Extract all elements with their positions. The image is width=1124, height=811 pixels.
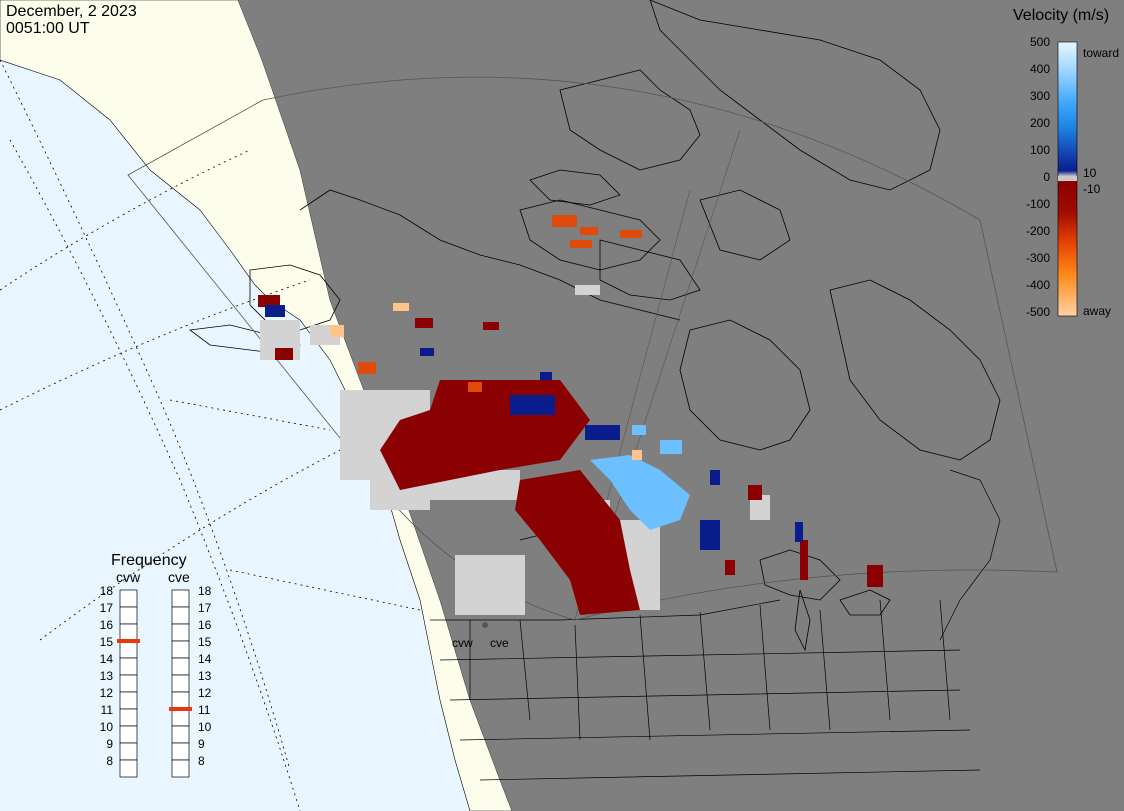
frequency-level-label: 17: [198, 601, 212, 615]
frequency-cell: [171, 708, 190, 727]
colorbar-tick-label: -200: [1026, 224, 1050, 238]
frequency-selected-marker: [117, 639, 140, 643]
frequency-level-label: 11: [101, 703, 114, 717]
colorbar-away-label: away: [1083, 304, 1111, 318]
frequency-level-label: 8: [106, 754, 113, 768]
coastlines: [188, 0, 1001, 652]
frequency-level-label: 16: [100, 618, 114, 632]
frequency-cell: [119, 759, 138, 778]
frequency-level-label: 15: [198, 635, 212, 649]
frequency-level-label: 8: [198, 754, 205, 768]
colorbar-tick-label: -400: [1026, 278, 1050, 292]
colorbar-tick-label: -100: [1026, 197, 1050, 211]
colorbar-title: Velocity (m/s): [1013, 7, 1109, 24]
frequency-cell: [119, 623, 138, 642]
frequency-cell: [119, 589, 138, 608]
frequency-cell: [171, 742, 190, 761]
colorbar-cut-band: [1058, 176, 1077, 181]
frequency-cell: [171, 691, 190, 710]
frequency-cell: [171, 589, 190, 608]
radar-site-marker: [482, 622, 488, 628]
frequency-cell: [171, 640, 190, 659]
colorbar-tick-label: 300: [1030, 89, 1050, 103]
frequency-cell: [171, 759, 190, 778]
date-label: December, 2 2023: [6, 3, 137, 20]
frequency-level-label: 15: [100, 635, 114, 649]
frequency-level-label: 9: [106, 737, 113, 751]
frequency-cell: [119, 742, 138, 761]
colorbar-ticks: 500 400 300 200 100 0 -100 -200 -300 -400 -500: [1026, 35, 1050, 319]
frequency-radar-cve: cve: [168, 569, 190, 585]
colorbar-toward-label: toward: [1083, 46, 1119, 60]
colorbar-tick-label: -300: [1026, 251, 1050, 265]
frequency-cell: [171, 725, 190, 744]
colorbar-tick-label: 200: [1030, 116, 1050, 130]
frequency-cell: [119, 640, 138, 659]
frequency-cell: [119, 708, 138, 727]
frequency-level-label: 13: [100, 669, 114, 683]
frequency-radar-cvw: cvw: [116, 569, 141, 585]
frequency-panel: Frequency cvw cve 1817161514131211109818…: [100, 552, 212, 778]
frequency-cell: [171, 657, 190, 676]
radar-site-cvw: cvw: [452, 636, 473, 650]
frequency-level-label: 14: [100, 652, 114, 666]
frequency-cell: [119, 725, 138, 744]
scatter-positive-light: [590, 425, 690, 530]
frequency-level-label: 9: [198, 737, 205, 751]
scatter-light-orange: [330, 303, 642, 460]
frequency-level-label: 13: [198, 669, 212, 683]
frequency-level-label: 18: [198, 584, 212, 598]
latlon-grid: [0, 59, 421, 811]
frequency-cell: [119, 606, 138, 625]
scatter-positive-velocity: [265, 305, 803, 550]
frequency-level-label: 17: [100, 601, 114, 615]
frequency-level-label: 10: [198, 720, 212, 734]
frequency-cell: [119, 674, 138, 693]
frequency-cell: [171, 623, 190, 642]
frequency-cell: [171, 606, 190, 625]
frequency-selected-marker: [169, 707, 192, 711]
frequency-columns: 18 17 16 15 14 13 12 11 10 9 8 18 17 16 15 14 13 12 11 10 9 8: [100, 584, 212, 778]
colorbar-tick-label: -500: [1026, 305, 1050, 319]
frequency-level-label: 14: [198, 652, 212, 666]
velocity-colorbar: Velocity (m/s) 500 400 300 200 100 0 -100 -200 -…: [1013, 7, 1119, 319]
colorbar-tick-label: 400: [1030, 62, 1050, 76]
frequency-cell: [119, 657, 138, 676]
colorbar-tick-label: 100: [1030, 143, 1050, 157]
frequency-level-label: 11: [198, 703, 211, 717]
frequency-level-label: 12: [100, 686, 114, 700]
scatter-negative-velocity: [258, 295, 883, 615]
colorbar-pos-cut-label: 10: [1083, 166, 1097, 180]
frequency-level-label: 12: [198, 686, 212, 700]
frequency-level-label: 16: [198, 618, 212, 632]
frequency-cell: [119, 691, 138, 710]
colorbar-tick-label: 0: [1043, 170, 1050, 184]
colorbar-tick-label: 500: [1030, 35, 1050, 49]
scatter-orange: [358, 215, 642, 392]
frequency-level-label: 10: [100, 720, 114, 734]
frequency-cell: [171, 674, 190, 693]
colorbar-neg-cut-label: -10: [1083, 182, 1101, 196]
frequency-title: Frequency: [111, 552, 187, 569]
radar-site-cve: cve: [490, 636, 509, 650]
time-label: 0051:00 UT: [6, 20, 90, 37]
frequency-level-label: 18: [100, 584, 114, 598]
